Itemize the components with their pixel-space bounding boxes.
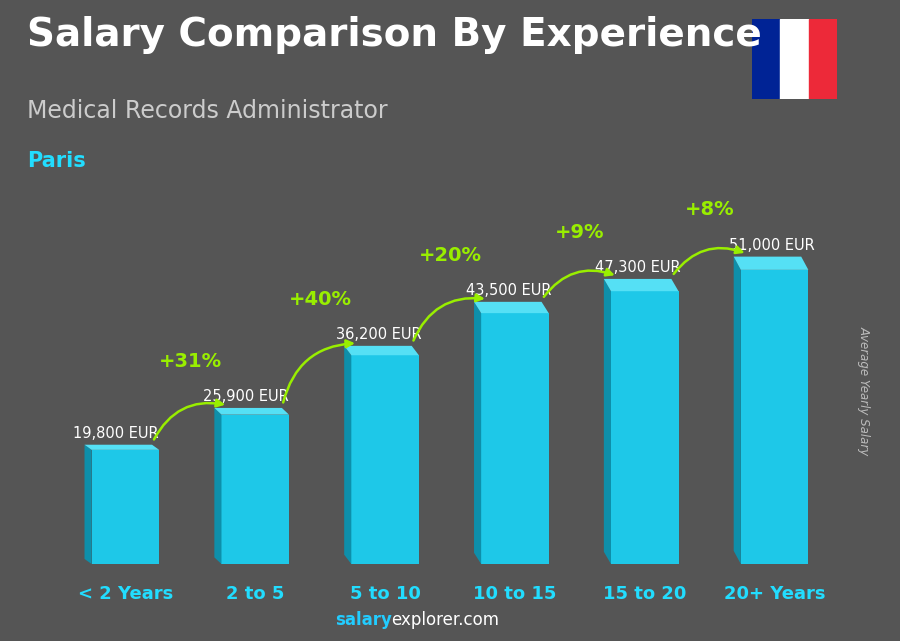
Text: < 2 Years: < 2 Years	[77, 585, 173, 603]
Polygon shape	[474, 302, 482, 564]
Polygon shape	[214, 408, 221, 564]
Text: 15 to 20: 15 to 20	[603, 585, 687, 603]
Text: 5 to 10: 5 to 10	[349, 585, 420, 603]
Text: Salary Comparison By Experience: Salary Comparison By Experience	[27, 16, 761, 54]
Text: Paris: Paris	[27, 151, 86, 171]
Polygon shape	[214, 408, 289, 415]
Polygon shape	[85, 445, 159, 450]
Polygon shape	[351, 355, 418, 564]
Polygon shape	[344, 346, 418, 355]
Bar	[752, 19, 780, 99]
Bar	[808, 19, 837, 99]
Text: salary: salary	[335, 612, 392, 629]
Text: 2 to 5: 2 to 5	[226, 585, 284, 603]
Text: +20%: +20%	[418, 246, 482, 265]
Polygon shape	[85, 445, 92, 564]
Text: 19,800 EUR: 19,800 EUR	[74, 426, 159, 441]
Bar	[780, 19, 808, 99]
Polygon shape	[734, 256, 741, 564]
Polygon shape	[734, 256, 808, 270]
Polygon shape	[344, 346, 351, 564]
Polygon shape	[474, 302, 549, 313]
Text: 10 to 15: 10 to 15	[473, 585, 556, 603]
Text: 43,500 EUR: 43,500 EUR	[465, 283, 551, 298]
Text: Average Yearly Salary: Average Yearly Salary	[858, 326, 871, 456]
Text: +9%: +9%	[555, 222, 605, 242]
Text: +31%: +31%	[158, 352, 222, 370]
Text: 20+ Years: 20+ Years	[724, 585, 825, 603]
Polygon shape	[604, 279, 679, 291]
Text: +8%: +8%	[685, 201, 734, 219]
Polygon shape	[604, 279, 611, 564]
Polygon shape	[482, 313, 549, 564]
Text: 47,300 EUR: 47,300 EUR	[596, 260, 681, 276]
Text: +40%: +40%	[289, 290, 352, 308]
Text: Medical Records Administrator: Medical Records Administrator	[27, 99, 388, 123]
Text: explorer.com: explorer.com	[392, 612, 500, 629]
Polygon shape	[221, 415, 289, 564]
Text: 36,200 EUR: 36,200 EUR	[336, 328, 421, 342]
Polygon shape	[741, 270, 808, 564]
Polygon shape	[611, 291, 679, 564]
Polygon shape	[92, 450, 159, 564]
Text: 25,900 EUR: 25,900 EUR	[203, 390, 289, 404]
Text: 51,000 EUR: 51,000 EUR	[729, 238, 814, 253]
